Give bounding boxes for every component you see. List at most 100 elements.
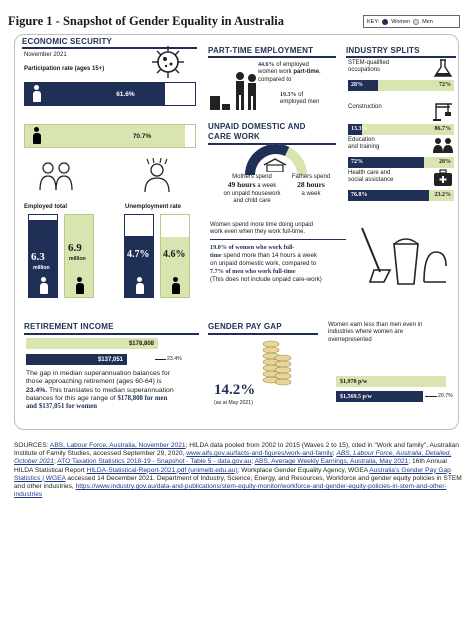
participation-label: Participation rate (ages 15+) [24, 66, 105, 72]
retirement-men-value: $178,808 [128, 340, 154, 347]
virus-icon [150, 44, 186, 80]
pay-men-value: $1,978 p/w [340, 378, 368, 385]
source-link-aifs[interactable]: www.aifs.gov.au/facts-and-figures/work-a… [186, 450, 333, 458]
earn-text1: Women earn less than men even in [328, 322, 423, 328]
source-link-industry[interactable]: https://www.industry.gov.au/data-and-pub… [14, 483, 447, 499]
pt-text-bold: part-time [293, 69, 320, 76]
part-time-women-pct: 44.6% [258, 62, 275, 68]
mothers-rest1: a week [257, 183, 277, 190]
industry-women-bar: 76.8% [348, 190, 429, 201]
source-sep-2: ; [332, 450, 335, 458]
industry-women-value: 13.3% [351, 126, 368, 132]
pt-text-b: women work [258, 69, 292, 76]
woman-icon [135, 277, 144, 295]
industry-women-bar: 28% [348, 80, 378, 91]
infographic-frame [14, 34, 459, 430]
industry-men-value: 86.7% [434, 126, 452, 132]
mothers-rest3: and child care [233, 197, 271, 204]
men-unemployment-column: 4.6% [160, 214, 190, 298]
source-link-wgea[interactable]: Australia's Gender Pay Gap Statistics | … [14, 466, 451, 482]
pay-men-bar-wrap: $1,978 p/w [336, 376, 446, 387]
source-text-5: ; 16th Annual HILDA Statistical Report [14, 458, 447, 474]
figure-title: Figure 1 - Snapshot of Gender Equality i… [8, 14, 284, 28]
mothers-rest2: on unpaid housework [223, 190, 281, 197]
man-icon [32, 127, 41, 145]
unpaid-gauge [244, 141, 308, 177]
woman-icon [39, 277, 48, 295]
more-time-rule [210, 239, 346, 240]
unpaid-title-line1: UNPAID DOMESTIC AND [208, 122, 306, 131]
teacher-icon [432, 135, 454, 155]
industry-label-line1: Construction [348, 104, 382, 110]
woman-icon [32, 85, 41, 103]
pay-women-bar-wrap: $1,569.5 p/w [336, 391, 423, 402]
industry-label: Construction [348, 104, 428, 111]
women-unemployment-value: 4.7% [127, 249, 150, 260]
women-swatch [382, 18, 389, 25]
source-link-awe[interactable]: ABS, Average Weekly Earnings, Australia,… [254, 458, 409, 466]
pay-gap-earn-text: Women earn less than men even in industr… [328, 322, 458, 344]
pay-gap-as-at: (as at May 2021) [214, 400, 253, 406]
economic-security-title: ECONOMIC SECURITY [22, 37, 113, 46]
women-unemployment-column: 4.7% [124, 214, 154, 298]
cleaning-icon [354, 220, 450, 290]
key-women-label: Women [391, 18, 411, 25]
unpaid-rule [208, 143, 336, 145]
pt-men-a: of [298, 92, 304, 98]
source-text-6: ; Workplace Gender Equality Agency, WGEA [237, 466, 368, 474]
men-employed-value: 6.9 [68, 242, 82, 254]
source-sep-3: ; [53, 458, 56, 466]
pay-gap-label: 20.7% [438, 393, 453, 399]
men-participation-bar: 70.7% [25, 125, 186, 147]
women-ft-pct: 19.0% of women who work full- [210, 244, 295, 251]
pay-women-value: $1,569.5 p/w [340, 393, 372, 400]
industry-men-value: 72% [439, 82, 451, 88]
industry-rule [346, 56, 456, 58]
source-link-ato[interactable]: ATO Taxation Statistics 2018-19 - Snapsh… [57, 458, 252, 466]
men-employed-column: 6.9 million [64, 214, 94, 298]
industry-label-line2: and training [348, 144, 380, 151]
women-participation-track: 61.6% [24, 82, 196, 106]
industry-women-bar: 72% [348, 157, 424, 168]
retirement-men-bar: $178,808 [26, 338, 158, 349]
pay-women-bar: $1,569.5 p/w [336, 391, 423, 402]
ret-text4: This translates to median superannuation [48, 386, 174, 394]
unpaid-title: UNPAID DOMESTIC AND CARE WORK [208, 122, 306, 142]
women-participation-value: 61.6% [116, 91, 135, 98]
ret-text6: $178,808 for men [117, 394, 168, 402]
economic-rule [22, 47, 197, 49]
industry-men-value: 23.2% [434, 192, 452, 198]
industry-men-bar: 86.7% [348, 124, 454, 135]
fathers-text: Fathers spend 28 hours a week [286, 174, 336, 198]
retirement-rule [24, 333, 199, 335]
retirement-title: RETIREMENT INCOME [24, 322, 114, 331]
source-link-labour-force[interactable]: ABS, Labour Force, Australia, November 2… [49, 442, 186, 449]
industry-women-value: 76.8% [351, 192, 368, 198]
man-icon [171, 277, 180, 295]
retirement-women-bar: $137,051 [26, 354, 127, 365]
industry-women-value: 72% [351, 159, 363, 165]
source-link-labour-force-detailed[interactable]: ABS, Labour Force, Australia, Detailed, … [14, 450, 452, 466]
source-link-hilda[interactable]: HILDA-Statistical-Report-2021.pdf (unime… [86, 466, 238, 474]
pt-men-b: employed men [280, 99, 320, 106]
crane-icon [432, 102, 454, 122]
more-time-text: Women spend more time doing unpaid work … [210, 222, 346, 237]
part-time-workers-icon [208, 66, 260, 112]
full-time-text: 19.0% of women who work full- time spend… [210, 244, 350, 284]
industry-title: INDUSTRY SPLITS [346, 46, 420, 55]
workers-icon [38, 161, 74, 191]
men-million: million [69, 256, 86, 262]
legend-key: KEY: Women Men [363, 15, 460, 28]
ret-text2: those approaching retirement (ages 60-64… [26, 378, 162, 386]
pay-men-bar: $1,978 p/w [336, 376, 446, 387]
industry-women-bar: 13.3% [348, 124, 368, 135]
sources-lead: SOURCES: [14, 442, 49, 449]
key-label: KEY: [367, 18, 380, 25]
source-sep-4: ; [251, 458, 254, 466]
pay-gap-pct: 14.2% [214, 382, 256, 398]
part-time-rule [208, 56, 336, 58]
coins-icon [262, 336, 292, 388]
mothers-hours: 49 hours [227, 180, 256, 190]
ret-text8: $137,051 for women [38, 403, 98, 411]
women-million: million [33, 265, 50, 271]
